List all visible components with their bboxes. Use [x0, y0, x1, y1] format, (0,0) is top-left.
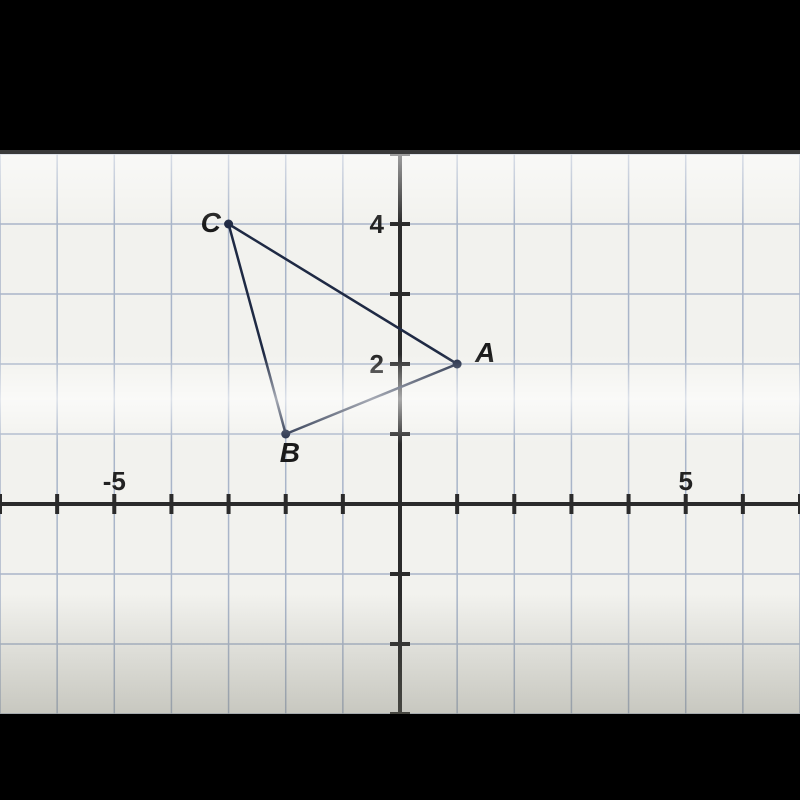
coordinate-plane: -5 5 2 4 A B C: [0, 154, 800, 714]
vertex-label-b: B: [280, 437, 300, 468]
y-tick-label: 2: [370, 349, 384, 379]
vertex-label-a: A: [474, 337, 495, 368]
y-tick-label: 4: [370, 209, 385, 239]
vertex-point-a: [453, 360, 462, 369]
x-tick-label: 5: [678, 466, 692, 496]
vertex-label-c: C: [201, 207, 222, 238]
vertex-point-c: [224, 220, 233, 229]
graph-frame: -5 5 2 4 A B C: [0, 150, 800, 714]
x-tick-label: -5: [103, 466, 126, 496]
